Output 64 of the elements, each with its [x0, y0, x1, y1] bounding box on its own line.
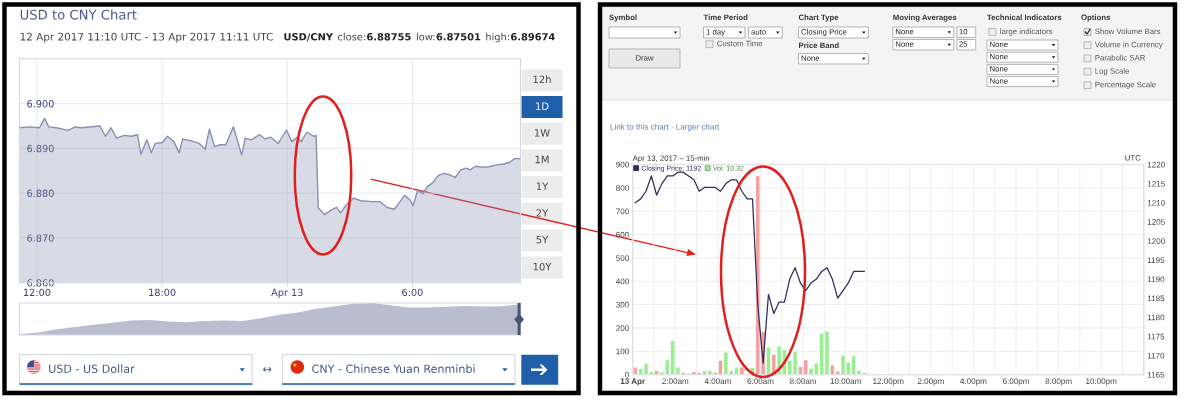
text: low: — [416, 32, 435, 41]
x-tick-label: 12:00pm — [873, 378, 904, 386]
x-tick-label: 2:00pm — [917, 378, 944, 386]
text: 1M — [535, 155, 549, 164]
y-tick-label: 700 — [616, 208, 629, 215]
y-tick-label: 6.900 — [27, 100, 54, 108]
y-tick-label: 6.860 — [27, 279, 54, 287]
text: USD - US Dollar — [49, 364, 135, 373]
y2-tick-label: 1205 — [1147, 219, 1165, 225]
chart-title: USD to CNY Chart — [20, 9, 137, 20]
text: high: — [486, 32, 509, 43]
y-tick-label: 300 — [616, 301, 629, 308]
y-tick-label: 6.890 — [27, 144, 54, 153]
x-tick-label: 2:00am — [662, 378, 689, 384]
text: 6.88755 — [367, 33, 411, 41]
x-tick-label: 12:00 — [24, 288, 51, 297]
text: 6.89674 — [510, 33, 555, 41]
text: close: — [338, 32, 366, 41]
x-tick-label: 10:00am — [830, 378, 861, 384]
y-tick-label: 900 — [616, 161, 629, 168]
y2-tick-label: 1185 — [1147, 295, 1165, 302]
y-tick-label: 600 — [616, 231, 629, 238]
y2-tick-label: 1220 — [1147, 161, 1165, 168]
x-tick-label: 10:00pm — [1086, 378, 1117, 386]
y2-tick-label: 1195 — [1147, 257, 1165, 263]
x-tick-label: 8:00pm — [1045, 378, 1072, 386]
text: ↔ — [263, 367, 272, 372]
x-tick-label: 6:00pm — [1003, 378, 1029, 386]
text: CNY - Chinese Yuan Renminbi — [312, 364, 475, 373]
y2-tick-label: 1190 — [1147, 276, 1165, 283]
text: 1Y — [536, 182, 549, 190]
y-tick-label: 0 — [625, 371, 629, 378]
text: Link to this chart · Larger chart — [610, 123, 720, 132]
text: 1D — [536, 102, 549, 110]
x-tick-label: 8:00am — [789, 378, 816, 384]
y2-tick-label: 1165 — [1147, 371, 1165, 378]
x-tick-label: 13 Apr — [620, 378, 645, 386]
text: 1W — [534, 129, 550, 137]
y-tick-label: 500 — [616, 255, 629, 261]
y2-tick-label: 1180 — [1147, 314, 1165, 321]
text: USD/CNY — [284, 33, 334, 42]
y-tick-label: 6.880 — [27, 189, 54, 197]
text: 12h — [533, 75, 551, 83]
y2-tick-label: 1200 — [1147, 238, 1165, 244]
text: 2Y — [536, 209, 549, 217]
text: 6.87501 — [436, 33, 481, 41]
text: 5Y — [536, 235, 549, 244]
y-tick-label: 800 — [616, 185, 629, 191]
x-tick-label: 4:00am — [704, 378, 731, 384]
x-tick-label: 6:00 — [402, 288, 423, 297]
y2-tick-label: 1215 — [1147, 180, 1165, 187]
x-tick-label: 6:00am — [747, 378, 774, 384]
text: 10Y — [533, 262, 552, 271]
y2-tick-label: 1170 — [1147, 352, 1165, 359]
x-tick-label: Apr 13 — [271, 288, 303, 298]
x-tick-label: 4:00pm — [960, 378, 987, 386]
y2-tick-label: 1175 — [1147, 333, 1165, 340]
y-tick-label: 200 — [616, 325, 629, 331]
y-tick-label: 400 — [615, 278, 629, 285]
x-tick-label: 18:00 — [149, 288, 176, 297]
y-tick-label: 100 — [616, 348, 629, 355]
y-tick-label: 6.870 — [27, 234, 54, 242]
y2-tick-label: 1210 — [1147, 199, 1165, 206]
chart-subtitle: 12 Apr 2017 11:10 UTC - 13 Apr 2017 11:11 UTC — [20, 32, 273, 43]
